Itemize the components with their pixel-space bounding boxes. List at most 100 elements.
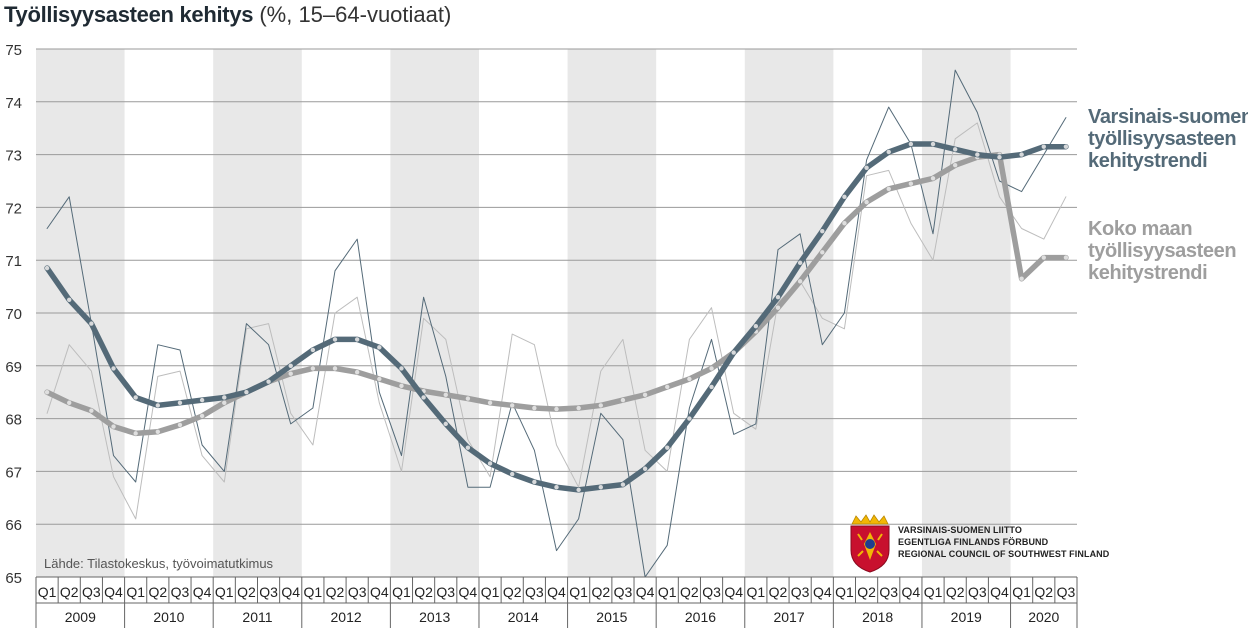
- x-year-label: 2018: [862, 609, 893, 625]
- x-quarter-label: Q4: [902, 584, 921, 600]
- data-point-vs_trend: [266, 379, 271, 384]
- data-point-vs_trend: [354, 337, 360, 342]
- data-point-vs_trend: [443, 421, 448, 427]
- gridlines: [36, 48, 1077, 578]
- y-tick-label: 69: [5, 359, 22, 376]
- data-point-km_trend: [842, 221, 847, 226]
- data-point-vs_trend: [665, 445, 670, 450]
- data-point-vs_trend: [1063, 144, 1069, 149]
- data-point-km_trend: [487, 400, 493, 405]
- data-point-km_trend: [687, 376, 692, 382]
- x-year-label: 2012: [331, 609, 362, 625]
- data-point-vs_trend: [820, 228, 825, 234]
- data-point-vs_trend: [930, 141, 936, 147]
- x-quarter-label: Q3: [348, 584, 367, 600]
- logo-line-3: REGIONAL COUNCIL OF SOUTHWEST FINLAND: [898, 549, 1110, 559]
- x-quarter-label: Q1: [658, 584, 677, 600]
- x-quarter-label: Q4: [990, 584, 1009, 600]
- data-point-vs_trend: [997, 155, 1002, 160]
- data-point-vs_trend: [111, 366, 116, 371]
- x-quarter-label: Q2: [591, 584, 610, 600]
- x-quarter-label: Q4: [813, 584, 832, 600]
- x-quarter-label: Q2: [1034, 584, 1053, 600]
- data-point-vs_trend: [133, 395, 138, 400]
- data-point-km_trend: [510, 403, 515, 408]
- x-quarter-label: Q4: [281, 584, 300, 600]
- x-year-label: 2020: [1028, 609, 1059, 625]
- data-point-km_trend: [133, 431, 138, 436]
- data-point-vs_trend: [1019, 152, 1024, 157]
- y-tick-label: 66: [5, 517, 22, 534]
- x-quarter-label: Q2: [769, 584, 788, 600]
- data-point-km_trend: [44, 390, 50, 395]
- data-point-vs_trend: [864, 165, 869, 170]
- data-point-vs_trend: [155, 403, 161, 408]
- data-point-km_trend: [908, 181, 914, 186]
- y-tick-label: 68: [5, 412, 22, 429]
- series-line-vs_raw: [46, 69, 1067, 578]
- x-quarter-label: Q3: [259, 584, 278, 600]
- x-quarter-label: Q1: [924, 584, 943, 600]
- data-point-km_trend: [930, 176, 936, 181]
- y-tick-label: 65: [5, 570, 22, 587]
- data-point-km_trend: [288, 371, 293, 376]
- x-quarter-label: Q4: [459, 584, 478, 600]
- legend-km-line-3: kehitystrendi: [1088, 262, 1208, 284]
- data-point-km_trend: [820, 250, 825, 255]
- data-point-vs_trend: [731, 350, 736, 355]
- x-quarter-label: Q4: [636, 584, 655, 600]
- x-quarter-label: Q3: [82, 584, 101, 600]
- data-point-vs_trend: [332, 337, 338, 342]
- data-point-vs_trend: [975, 152, 980, 157]
- data-point-km_trend: [310, 366, 316, 371]
- x-quarter-label: Q2: [414, 584, 433, 600]
- data-point-vs_trend: [952, 147, 958, 152]
- x-quarter-label: Q2: [237, 584, 256, 600]
- x-quarter-label: Q1: [835, 584, 854, 600]
- data-point-km_trend: [709, 366, 714, 371]
- x-quarter-label: Q2: [326, 584, 345, 600]
- data-point-km_trend: [155, 429, 161, 434]
- data-point-vs_trend: [67, 297, 72, 302]
- data-point-vs_trend: [709, 384, 714, 390]
- data-point-vs_trend: [687, 416, 692, 421]
- data-point-vs_trend: [310, 347, 316, 353]
- data-point-vs_trend: [886, 149, 891, 155]
- x-quarter-label: Q1: [1012, 584, 1031, 600]
- data-point-vs_trend: [377, 345, 382, 350]
- x-quarter-label: Q1: [126, 584, 145, 600]
- x-quarter-label: Q2: [503, 584, 522, 600]
- logo-text: VARSINAIS-SUOMEN LIITTO EGENTLIGA FINLAN…: [898, 524, 1109, 560]
- x-quarter-label: Q1: [746, 584, 765, 600]
- legend-koko-maa: Koko maan työllisyysasteen kehitystrendi: [1088, 218, 1237, 284]
- x-quarter-label: Q4: [547, 584, 566, 600]
- x-quarter-label: Q2: [857, 584, 876, 600]
- data-point-vs_trend: [576, 487, 581, 493]
- x-quarter-label: Q4: [104, 584, 123, 600]
- chart-title: Työllisyysasteen kehitys (%, 15–64-vuoti…: [4, 2, 451, 28]
- x-quarter-label: Q3: [879, 584, 898, 600]
- data-point-km_trend: [620, 397, 626, 403]
- data-point-vs_trend: [177, 400, 183, 405]
- data-point-km_trend: [642, 392, 648, 398]
- data-point-vs_trend: [908, 141, 914, 147]
- logo-line-1: VARSINAIS-SUOMEN LIITTO: [898, 525, 1022, 535]
- data-point-km_trend: [775, 305, 781, 310]
- x-quarter-label: Q1: [215, 584, 234, 600]
- data-point-km_trend: [864, 199, 869, 205]
- data-point-vs_trend: [1041, 144, 1046, 149]
- y-tick-label: 73: [5, 148, 22, 165]
- x-quarter-label: Q4: [193, 584, 212, 600]
- data-point-km_trend: [443, 392, 448, 398]
- series-lines: [44, 69, 1069, 578]
- y-tick-label: 70: [5, 306, 22, 323]
- x-year-label: 2014: [508, 609, 539, 625]
- legend-vs-line-2: työllisyysasteen: [1088, 128, 1237, 150]
- series-line-vs_trend: [44, 141, 1069, 493]
- coat-of-arms-icon: [850, 514, 890, 573]
- data-point-km_trend: [89, 408, 94, 413]
- data-point-vs_trend: [775, 294, 781, 300]
- y-tick-label: 71: [5, 253, 22, 270]
- y-tick-label: 75: [5, 42, 22, 59]
